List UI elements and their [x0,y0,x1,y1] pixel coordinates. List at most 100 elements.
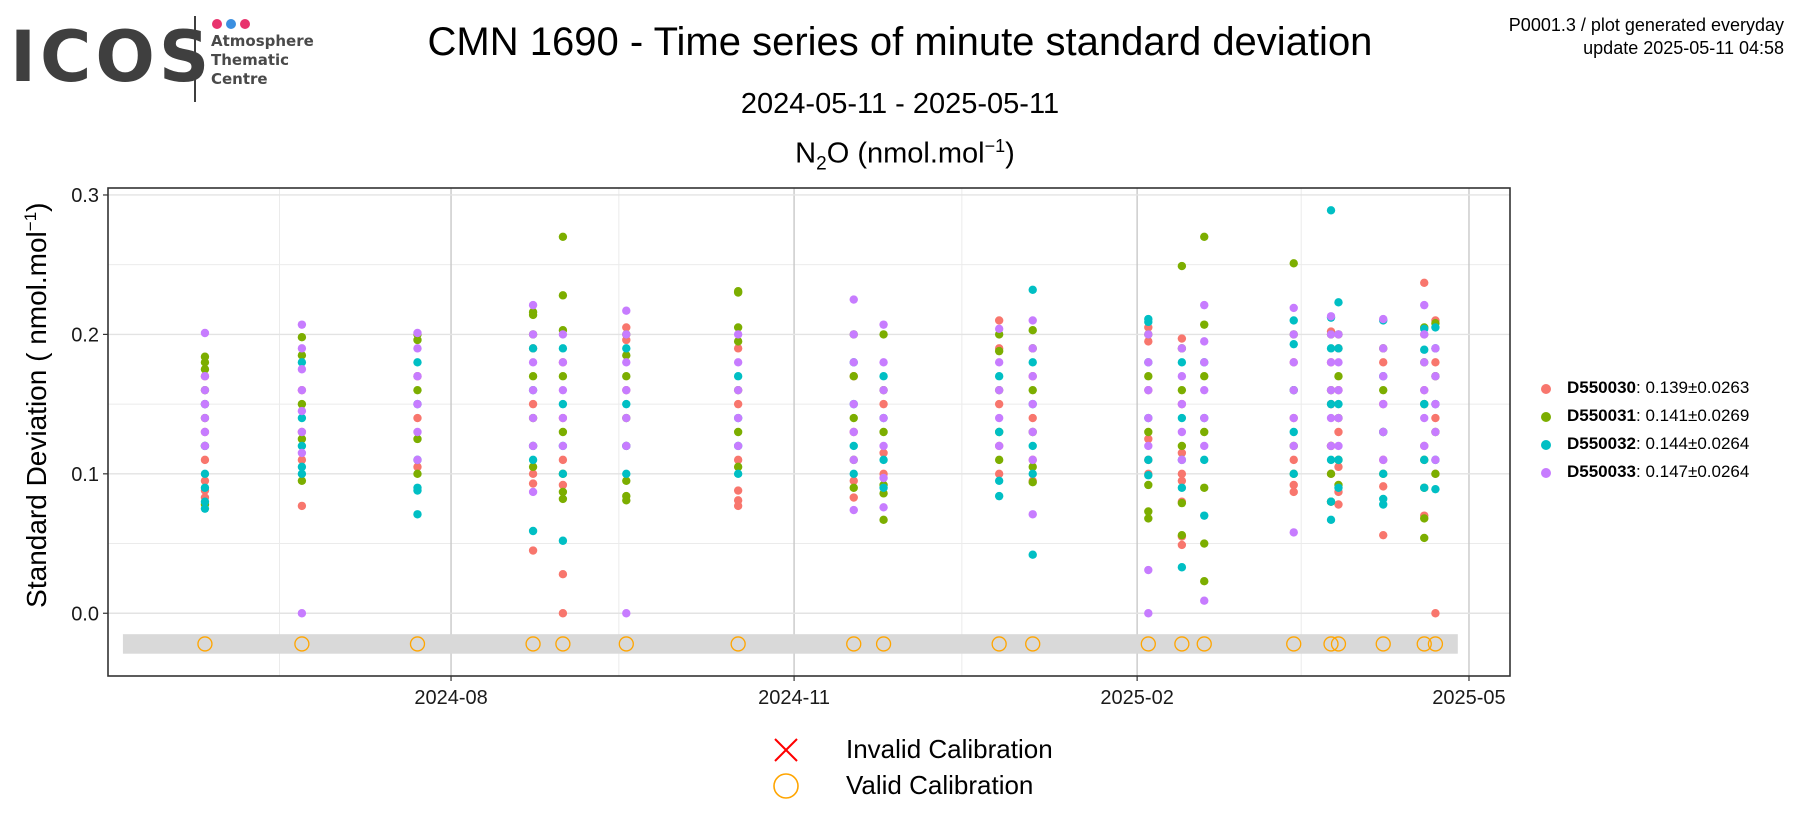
calibration-marker [1323,636,1339,652]
data-point [1177,399,1187,409]
data-point [879,413,888,423]
data-point [622,344,631,353]
data-point [1289,303,1298,313]
data-point [1177,413,1187,423]
data-point [1200,539,1209,548]
data-point [849,469,858,479]
species-post: ) [1005,137,1015,170]
data-point [1326,206,1336,215]
data-point [1326,344,1336,353]
data-point [297,320,307,329]
data-point [1326,312,1336,321]
y-tick-label: 0.1 [71,464,99,486]
data-point [1420,330,1429,339]
data-point [733,501,743,511]
data-point [1144,413,1153,423]
calibration-marker [1174,636,1190,652]
data-point [200,427,210,437]
data-point [1431,372,1440,381]
data-point [879,515,888,525]
data-point [297,476,307,485]
data-point [1334,462,1343,472]
data-point [1379,358,1388,367]
data-point [200,476,210,485]
data-point [1200,320,1209,329]
chart-title: CMN 1690 - Time series of minute standar… [427,20,1373,64]
data-point [733,427,743,437]
data-point [528,546,538,555]
logo-subtitle: Atmosphere Thematic Centre [211,32,314,89]
data-point [200,455,210,465]
data-point [1144,441,1153,451]
data-point [558,344,568,353]
data-point [1028,550,1037,559]
data-point [297,406,307,416]
data-point [1177,540,1187,550]
data-point [733,385,743,395]
data-point [622,441,631,451]
data-point [1334,385,1343,395]
data-point [1420,385,1429,395]
data-point [879,320,888,329]
x-tick-label: 2024-11 [758,687,830,709]
data-point [733,486,743,495]
legend-series-value: : 0.147±0.0264 [1636,462,1750,481]
data-point [413,427,422,437]
data-point [1431,358,1440,367]
data-point [1326,441,1336,451]
data-point [200,413,210,423]
data-point [528,372,538,381]
data-point [297,399,307,409]
legend-series-name: D550033 [1567,462,1637,481]
calibration-marker [991,636,1007,652]
data-point [1334,500,1343,509]
data-point [558,609,568,618]
calibration-markers [197,636,1444,652]
data-point [1326,515,1336,525]
calibration-marker [1427,636,1444,652]
data-point [528,479,538,488]
species-label: N2O (nmol.mol−1) [580,136,1230,175]
data-point [558,469,568,479]
data-point [994,316,1004,325]
data-point [1379,385,1388,395]
legend-text: D550031: 0.141±0.0269 [1567,406,1749,426]
data-point [297,455,307,465]
data-point [1028,413,1037,423]
data-point [558,358,568,367]
data-point [1028,477,1037,487]
data-point [1379,500,1388,509]
data-point [1177,448,1187,458]
data-point [1379,469,1388,479]
data-point [1144,514,1153,523]
legend-series-value: : 0.141±0.0269 [1636,406,1750,425]
data-point [297,332,307,342]
calibration-marker [1196,636,1212,652]
data-point [200,441,210,451]
data-point [1177,483,1187,492]
data-point [297,385,307,395]
data-point [849,413,858,423]
data-point [297,358,307,367]
data-point [1200,483,1209,492]
calibration-marker [525,636,541,652]
data-point [1420,441,1429,451]
data-point [413,399,422,409]
data-point [622,306,631,315]
x-tick-label: 2025-05 [1432,687,1505,709]
logo-dot [240,19,250,29]
data-point [994,399,1004,409]
data-point [994,346,1004,356]
data-point [1431,484,1440,494]
data-point [413,328,422,338]
data-point [1028,510,1037,519]
data-point [558,330,568,339]
data-point [733,323,743,332]
data-point [1379,314,1388,324]
data-point [1028,455,1037,465]
data-point [733,344,743,353]
legend-text: D550030: 0.139±0.0263 [1567,378,1749,398]
data-point [1431,344,1440,353]
data-point [1144,434,1153,444]
data-point [558,494,568,504]
